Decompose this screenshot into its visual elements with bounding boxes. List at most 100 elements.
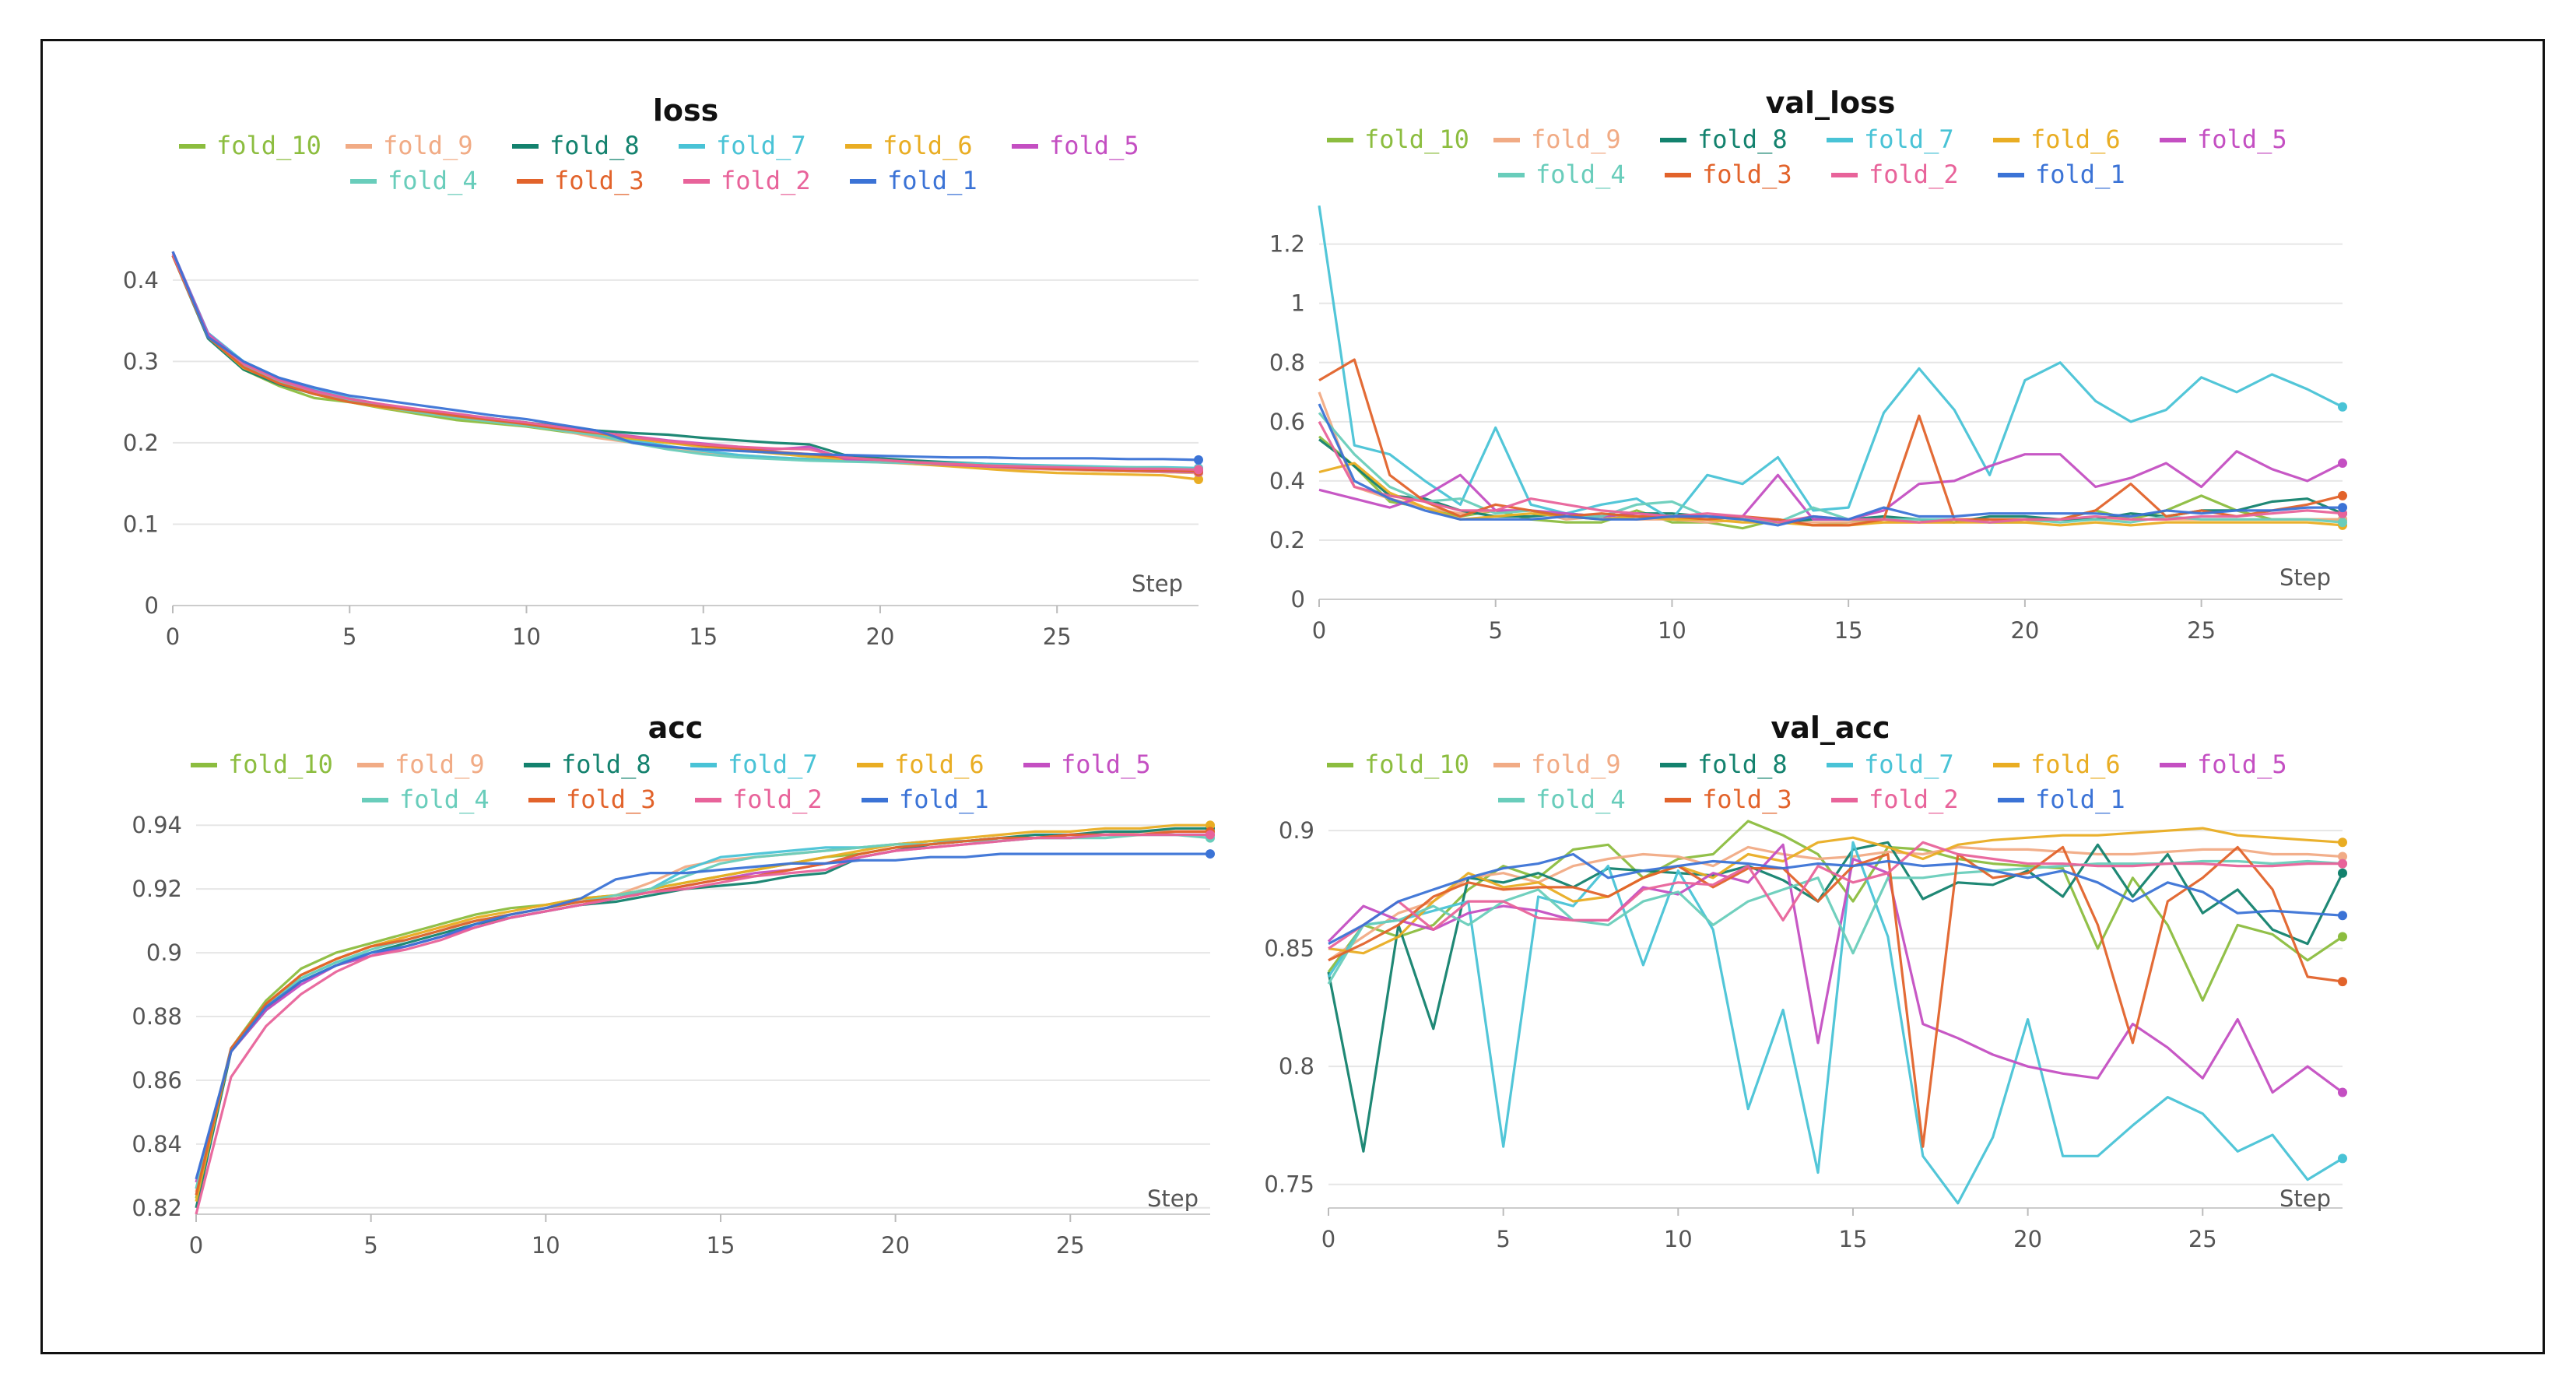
legend-item-fold_2[interactable]: fold_2 [1831, 785, 1959, 814]
series-line-fold_2[interactable] [1318, 421, 2343, 524]
x-axis-label: Step [2279, 1185, 2331, 1212]
series-line-fold_7[interactable] [1318, 205, 2343, 521]
legend-label: fold_9 [383, 131, 473, 160]
legend-item-fold_3[interactable]: fold_3 [517, 166, 644, 195]
x-tick-label: 15 [689, 623, 718, 650]
legend-label: fold_2 [721, 166, 811, 195]
series-line-fold_4[interactable] [1318, 412, 2343, 524]
legend-item-fold_8[interactable]: fold_8 [524, 750, 651, 779]
series-line-fold_1[interactable] [1318, 403, 2343, 527]
legend-item-fold_7[interactable]: fold_7 [1827, 750, 1954, 779]
series-line-fold_6[interactable] [1318, 462, 2343, 527]
legend-item-fold_6[interactable]: fold_6 [857, 750, 984, 779]
legend-item-fold_4[interactable]: fold_4 [1498, 160, 1626, 189]
legend-item-fold_5[interactable]: fold_5 [2160, 750, 2287, 779]
series-end-point-fold_8 [2338, 868, 2347, 878]
legend-item-fold_1[interactable]: fold_1 [1998, 160, 2125, 189]
legend-item-fold_9[interactable]: fold_9 [1493, 125, 1621, 154]
legend-item-fold_8[interactable]: fold_8 [1660, 125, 1788, 154]
series-end-point-fold_4 [2338, 518, 2347, 528]
series-line-fold_9[interactable] [171, 251, 1199, 475]
legend-item-fold_4[interactable]: fold_4 [362, 785, 490, 814]
y-tick-label: 0.1 [123, 511, 159, 537]
series-line-fold_8[interactable] [171, 255, 1199, 471]
legend-item-fold_5[interactable]: fold_5 [1023, 750, 1151, 779]
legend-item-fold_7[interactable]: fold_7 [679, 131, 806, 160]
series-line-fold_1[interactable] [1328, 852, 2343, 946]
series-line-fold_3[interactable] [1328, 845, 2343, 1148]
x-tick-label: 10 [1664, 1226, 1693, 1252]
legend-label: fold_3 [1702, 160, 1792, 189]
legend-item-fold_1[interactable]: fold_1 [862, 785, 989, 814]
series-line-fold_1[interactable] [171, 251, 1199, 462]
legend-item-fold_3[interactable]: fold_3 [1665, 160, 1792, 189]
series-line-fold_1[interactable] [195, 852, 1210, 1180]
series-line-fold_3[interactable] [1318, 358, 2343, 527]
series-line-fold_6[interactable] [171, 255, 1199, 481]
legend-item-fold_10[interactable]: fold_10 [1327, 125, 1469, 154]
y-tick-label: 0.75 [1264, 1171, 1314, 1198]
series-line-fold_7[interactable] [1327, 841, 2343, 1205]
legend-item-fold_3[interactable]: fold_3 [1665, 785, 1792, 814]
series-line-fold_5[interactable] [1318, 450, 2343, 521]
legend-label: fold_7 [1864, 125, 1954, 154]
y-tick-label: 0.94 [132, 812, 182, 838]
chart-title: acc [648, 711, 704, 745]
y-tick-label: 0 [1291, 586, 1305, 613]
series-end-point-fold_2 [1194, 465, 1203, 475]
legend-label: fold_5 [2197, 125, 2287, 154]
legend-item-fold_4[interactable]: fold_4 [350, 166, 478, 195]
legend-label: fold_10 [1364, 125, 1469, 154]
legend-item-fold_7[interactable]: fold_7 [690, 750, 818, 779]
x-axis-label: Step [1147, 1185, 1199, 1212]
legend-item-fold_7[interactable]: fold_7 [1827, 125, 1954, 154]
legend-item-fold_2[interactable]: fold_2 [1831, 160, 1959, 189]
legend-item-fold_6[interactable]: fold_6 [845, 131, 973, 160]
series-end-point-fold_3 [2338, 977, 2347, 987]
legend-label: fold_4 [399, 785, 490, 814]
legend-item-fold_6[interactable]: fold_6 [1993, 750, 2121, 779]
y-tick-label: 1 [1291, 290, 1305, 317]
legend-item-fold_10[interactable]: fold_10 [179, 131, 321, 160]
legend-item-fold_10[interactable]: fold_10 [1327, 750, 1469, 779]
legend-item-fold_8[interactable]: fold_8 [1660, 750, 1788, 779]
series-line-fold_9[interactable] [1328, 845, 2343, 962]
legend-label: fold_6 [2030, 750, 2121, 779]
legend-label: fold_1 [899, 785, 989, 814]
y-tick-label: 0.82 [132, 1195, 182, 1221]
series-line-fold_6[interactable] [1328, 827, 2343, 955]
legend-label: fold_3 [554, 166, 644, 195]
series-line-fold_2[interactable] [1328, 841, 2343, 950]
legend-item-fold_2[interactable]: fold_2 [683, 166, 811, 195]
series-line-fold_2[interactable] [171, 253, 1199, 471]
y-tick-label: 1.2 [1269, 231, 1305, 258]
legend-item-fold_9[interactable]: fold_9 [357, 750, 485, 779]
legend-item-fold_3[interactable]: fold_3 [528, 785, 656, 814]
legend-label: fold_8 [549, 131, 640, 160]
series-line-fold_3[interactable] [171, 255, 1199, 473]
y-tick-label: 0.8 [1279, 1053, 1314, 1080]
series-line-fold_10[interactable] [171, 255, 1199, 475]
legend-label: fold_9 [1531, 125, 1621, 154]
legend-item-fold_1[interactable]: fold_1 [1998, 785, 2125, 814]
legend-item-fold_8[interactable]: fold_8 [512, 131, 640, 160]
legend-item-fold_2[interactable]: fold_2 [695, 785, 823, 814]
legend-item-fold_1[interactable]: fold_1 [850, 166, 977, 195]
legend-label: fold_1 [2035, 785, 2125, 814]
y-tick-label: 0.4 [1269, 468, 1305, 494]
legend-item-fold_6[interactable]: fold_6 [1993, 125, 2121, 154]
legend-item-fold_5[interactable]: fold_5 [2160, 125, 2287, 154]
legend-item-fold_5[interactable]: fold_5 [1012, 131, 1139, 160]
legend-item-fold_10[interactable]: fold_10 [191, 750, 333, 779]
legend-item-fold_9[interactable]: fold_9 [346, 131, 473, 160]
legend-item-fold_4[interactable]: fold_4 [1498, 785, 1626, 814]
x-tick-label: 15 [1839, 1226, 1868, 1252]
series-end-point-fold_1 [2338, 503, 2347, 513]
legend-item-fold_9[interactable]: fold_9 [1493, 750, 1621, 779]
series-line-fold_2[interactable] [195, 833, 1210, 1215]
series-line-fold_5[interactable] [1327, 843, 2343, 1094]
x-tick-label: 25 [2187, 617, 2216, 644]
